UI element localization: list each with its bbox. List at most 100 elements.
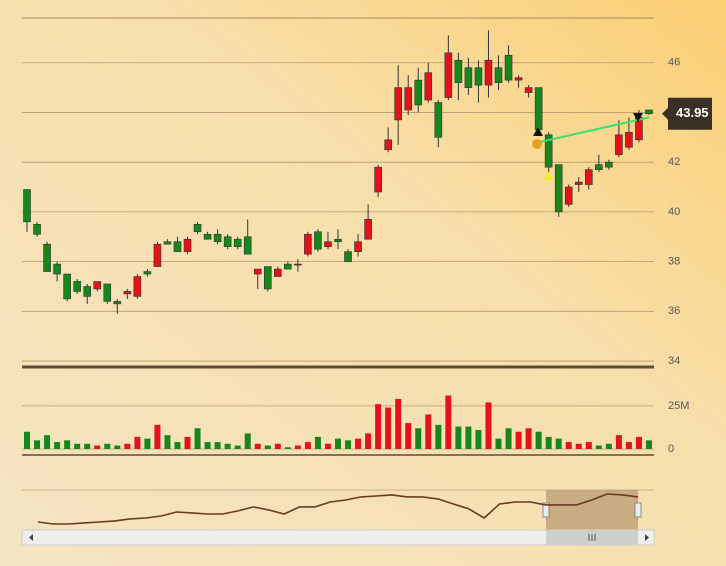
candle-body — [253, 268, 262, 275]
volume-bar — [475, 430, 482, 449]
y-tick-label: 46 — [668, 57, 680, 69]
candle-body — [304, 233, 312, 255]
volume-bar — [184, 436, 191, 449]
candle-body — [564, 186, 573, 205]
candle-body — [645, 109, 653, 115]
candle-body — [454, 59, 463, 83]
candle-body — [274, 268, 282, 277]
volume-bar — [605, 443, 612, 449]
volume-bar — [254, 443, 261, 449]
volume-bar — [565, 442, 572, 449]
plot-area: 34363840424446025M43.95 — [22, 30, 712, 525]
volume-bar — [445, 395, 452, 449]
volume-bar — [625, 442, 632, 449]
scrollbar-track[interactable] — [21, 529, 655, 546]
candle-body — [23, 189, 31, 223]
volume-bar — [495, 438, 502, 449]
scroll-left[interactable] — [29, 534, 33, 541]
volume-bar — [395, 398, 402, 449]
volume-bar — [274, 443, 281, 449]
candle-body — [143, 271, 152, 275]
volume-bar — [84, 443, 91, 449]
volume-bar — [214, 442, 221, 449]
navigator-handle-left[interactable] — [542, 502, 550, 518]
volume-bar — [595, 445, 602, 449]
candle-body — [263, 266, 272, 290]
candle-body — [384, 139, 392, 151]
candle-body — [223, 236, 232, 247]
candle-body — [424, 72, 433, 101]
volume-bar — [355, 438, 362, 449]
candle-body — [294, 263, 302, 266]
y-tick-label: 0 — [668, 443, 674, 455]
candle-body — [314, 231, 322, 250]
volume-bar — [24, 431, 31, 449]
volume-bar — [365, 433, 372, 449]
candle-body — [213, 233, 222, 243]
signal-marker — [543, 171, 553, 180]
volume-bar — [104, 443, 111, 449]
volume-bar — [505, 428, 512, 449]
candle-body — [504, 54, 513, 81]
candle-body — [584, 169, 593, 185]
candle-body — [354, 241, 362, 252]
candle-body — [605, 161, 613, 168]
candle-body — [43, 243, 51, 272]
candle-body — [374, 166, 382, 193]
candle-body — [334, 238, 342, 243]
volume-bar — [94, 445, 101, 449]
candle-body — [153, 243, 162, 267]
buy-marker — [533, 127, 543, 136]
navigator-window[interactable] — [546, 490, 638, 530]
y-tick-label: 38 — [668, 256, 680, 268]
candle-body — [574, 181, 583, 185]
y-tick-label: 25M — [668, 400, 689, 412]
candle-body — [434, 102, 443, 138]
candle-body — [464, 67, 473, 88]
volume-bar — [545, 436, 552, 449]
navigator-handle-right[interactable] — [634, 502, 642, 518]
candle-body — [163, 241, 172, 245]
volume-bar — [154, 424, 161, 449]
volume-bar — [54, 442, 61, 449]
volume-bar — [425, 414, 432, 449]
volume-bar — [615, 435, 622, 449]
volume-bar — [485, 402, 492, 449]
candle-body — [233, 238, 242, 247]
volume-bar — [635, 436, 642, 449]
volume-bar — [114, 445, 121, 449]
candle-body — [474, 67, 483, 86]
price-badge — [662, 97, 712, 130]
volume-bar — [525, 428, 532, 449]
scroll-right[interactable] — [645, 534, 649, 541]
last-price: 43.95 — [676, 105, 709, 120]
navigator-line — [37, 493, 639, 525]
candle-body — [494, 67, 503, 83]
volume-bar — [515, 431, 522, 449]
candle-body — [173, 241, 182, 252]
volume-bar — [575, 443, 582, 449]
candle-body — [484, 59, 493, 86]
volume-bar — [304, 442, 311, 449]
y-tick-label: 36 — [668, 305, 680, 317]
volume-bar — [34, 440, 41, 449]
volume-bar — [174, 442, 181, 449]
candle-body — [524, 87, 533, 93]
volume-bar — [264, 445, 271, 449]
volume-bar — [244, 433, 251, 449]
candle-body — [63, 273, 71, 300]
candle-body — [544, 134, 553, 168]
y-tick-label: 34 — [668, 355, 680, 367]
candle-body — [364, 219, 372, 240]
candle-body — [444, 52, 453, 98]
volume-bar — [124, 443, 131, 449]
candle-body — [123, 291, 132, 295]
candle-body — [615, 134, 623, 156]
volume-bar — [335, 438, 341, 449]
volume-bar — [324, 443, 331, 449]
candle-body — [133, 276, 142, 297]
volume-bar — [345, 440, 352, 449]
volume-bar — [204, 442, 211, 449]
candle-body — [73, 281, 81, 292]
